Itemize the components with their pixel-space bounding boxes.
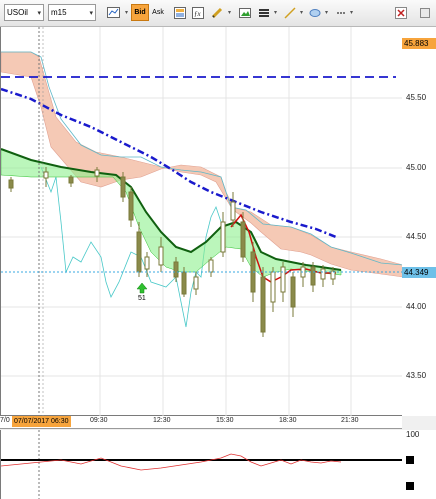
price-axis[interactable]: 45.883 45.50 45.00 44.50 44.349 44.00 43… xyxy=(402,27,436,416)
senkou-span-line xyxy=(1,51,403,266)
y-tick-label: 44.50 xyxy=(406,232,427,241)
price-chart-canvas: 51 xyxy=(1,27,403,416)
oscillator-axis: 100 xyxy=(402,430,436,499)
oscillator-value-marker xyxy=(406,456,414,464)
hamburger-menu-icon xyxy=(259,8,269,17)
menu-button[interactable] xyxy=(255,4,273,21)
more-icon xyxy=(337,11,345,14)
oscillator-bottom-marker xyxy=(406,482,414,490)
price-chart[interactable]: 51 xyxy=(0,27,403,416)
trendline-icon xyxy=(284,6,296,19)
chart-properties-button[interactable] xyxy=(171,4,189,21)
timeframe-value: m15 xyxy=(51,8,67,17)
x-tick-label: 09:30 xyxy=(90,417,108,424)
oscillator-canvas xyxy=(1,430,403,499)
svg-text:ƒx: ƒx xyxy=(194,10,202,18)
close-chart-button[interactable] xyxy=(392,4,410,21)
chart-type-icon xyxy=(106,7,120,18)
y-tick-label: 45.50 xyxy=(406,93,427,102)
shapes-button[interactable] xyxy=(306,4,324,21)
time-axis[interactable]: 7/0 07/07/2017 06:30 09:30 12:30 15:30 1… xyxy=(0,416,402,429)
oscillator-line xyxy=(1,453,342,471)
more-dropdown[interactable]: ▾ xyxy=(349,10,353,16)
shapes-dropdown[interactable]: ▾ xyxy=(324,10,328,16)
screenshot-button[interactable] xyxy=(236,4,254,21)
x-tick-label: 21:30 xyxy=(341,417,359,424)
ichimoku-cloud xyxy=(1,51,403,278)
drawing-tools-dropdown[interactable]: ▾ xyxy=(227,10,231,16)
chart-type-button[interactable] xyxy=(104,4,122,21)
drawing-tools-button[interactable] xyxy=(208,4,226,21)
close-icon xyxy=(395,6,407,19)
trendline-button[interactable] xyxy=(281,4,299,21)
chevron-down-icon: ▾ xyxy=(89,9,93,17)
blue-moving-average xyxy=(1,87,337,239)
y-tick-label: 45.00 xyxy=(406,163,427,172)
x-tick-label: 12:30 xyxy=(153,417,171,424)
signal-label: 51 xyxy=(138,295,146,302)
oscillator-pane[interactable] xyxy=(0,430,403,499)
menu-dropdown[interactable]: ▾ xyxy=(273,10,277,16)
pencil-icon xyxy=(211,7,223,18)
ask-button[interactable]: Ask xyxy=(152,9,164,16)
current-price-tag: 45.883 xyxy=(402,38,436,49)
chart-toolbar: USOil ▾ m15 ▾ ▾ Bid Ask ƒx ▾ ▾ ▾ ▾ ▾ xyxy=(0,0,436,27)
ellipse-icon xyxy=(309,8,321,17)
y-tick-label: 44.00 xyxy=(406,302,427,311)
bid-price-tag: 44.349 xyxy=(402,267,436,278)
chevron-down-icon: ▾ xyxy=(37,9,41,17)
symbol-value: USOil xyxy=(7,8,28,17)
crosshair-date-prefix: 7/0 xyxy=(0,417,10,424)
timeframe-select[interactable]: m15 ▾ xyxy=(48,4,96,21)
oscillator-top-value: 100 xyxy=(406,430,420,439)
y-tick-label: 43.50 xyxy=(406,371,427,380)
properties-icon xyxy=(174,6,186,19)
buy-signal-arrow-icon xyxy=(136,282,148,294)
window-icon[interactable] xyxy=(418,4,432,21)
more-button[interactable] xyxy=(332,4,350,21)
crosshair-date-tag: 07/07/2017 06:30 xyxy=(12,416,71,427)
chart-type-dropdown[interactable]: ▾ xyxy=(124,10,128,16)
bid-button[interactable]: Bid xyxy=(131,4,149,21)
x-tick-label: 15:30 xyxy=(216,417,234,424)
x-tick-label: 18:30 xyxy=(279,417,297,424)
picture-icon xyxy=(239,7,251,18)
trendline-dropdown[interactable]: ▾ xyxy=(299,10,303,16)
chikou-line xyxy=(40,166,222,328)
indicators-icon: ƒx xyxy=(192,6,204,19)
symbol-select[interactable]: USOil ▾ xyxy=(4,4,44,21)
indicators-button[interactable]: ƒx xyxy=(189,4,207,21)
